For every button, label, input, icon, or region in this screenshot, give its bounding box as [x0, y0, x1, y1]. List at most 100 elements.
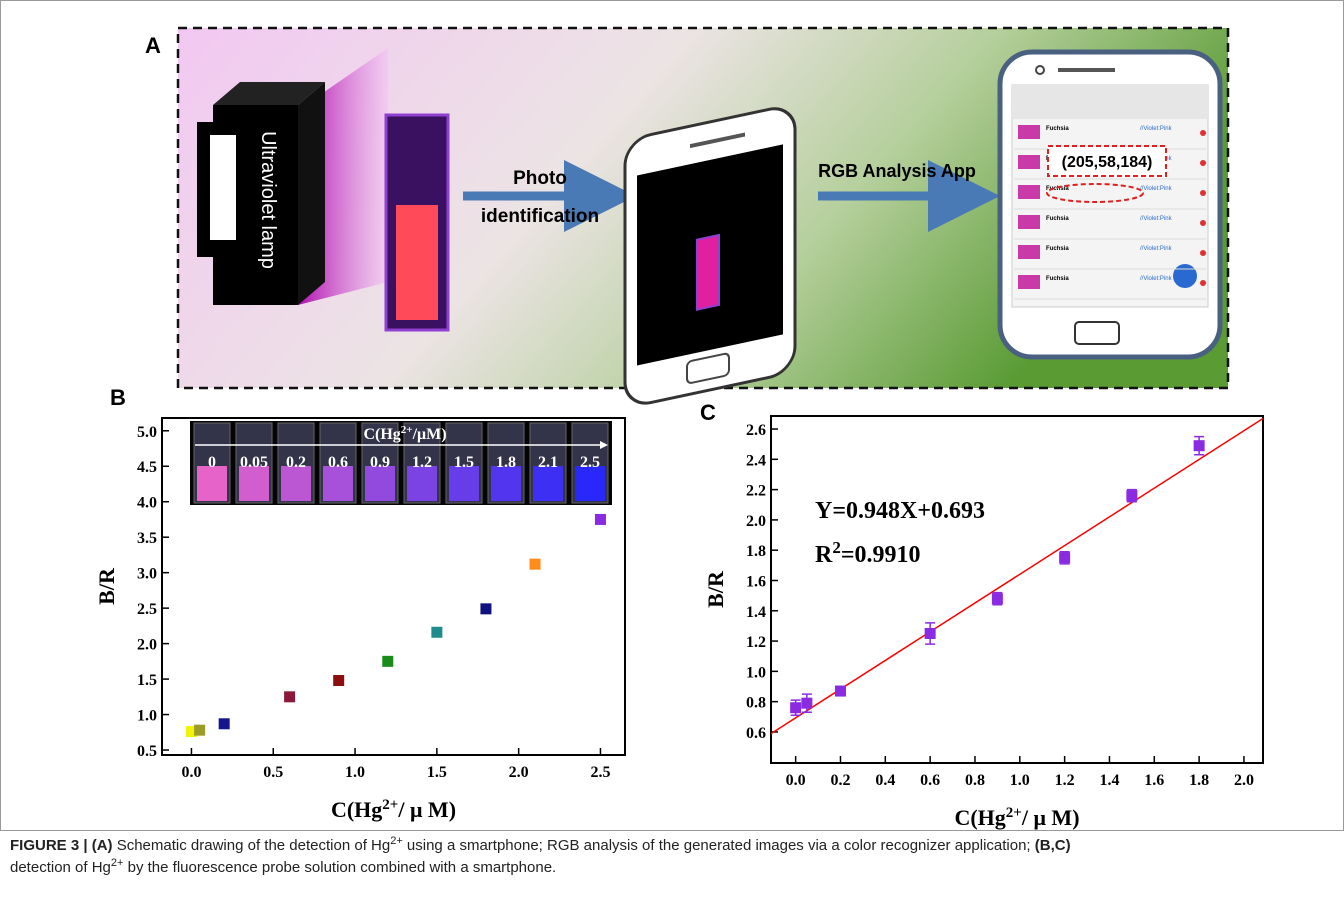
inset-title-part: C(Hg: [363, 426, 400, 443]
point: [382, 656, 393, 667]
point: [790, 702, 801, 713]
inset-label: 2.1: [538, 454, 558, 471]
caption-line-part: by the fluorescence probe solution combi…: [123, 859, 556, 876]
color-swatch: [1018, 215, 1040, 229]
highlight-text: (205,58,184): [1062, 154, 1153, 171]
point: [284, 691, 295, 702]
point: [333, 675, 344, 686]
color-swatch: [1018, 185, 1040, 199]
y-tick-label: 2.6: [746, 422, 766, 439]
vial-liquid: [365, 466, 395, 501]
row-tag: //Violet:Pink: [1140, 276, 1173, 282]
point: [835, 686, 846, 697]
inset-label: 2.5: [580, 454, 600, 471]
x-tick-label: 0.5: [263, 764, 283, 781]
point: [1126, 490, 1137, 501]
caption-line: FIGURE 3 | (A) Schematic drawing of the …: [10, 835, 1071, 854]
x-tick-label: 2.0: [509, 764, 529, 781]
x-axis-label-part: C(Hg: [954, 805, 1005, 830]
inset-label: 1.5: [454, 454, 474, 471]
caption-line-part: Schematic drawing of the detection of Hg: [113, 837, 391, 854]
row-tag: //Violet:Pink: [1140, 246, 1173, 252]
x-tick-label: 0.8: [965, 772, 985, 789]
y-tick-label: 3.0: [137, 566, 157, 583]
y-tick-label: 1.5: [137, 672, 157, 689]
y-tick-label: 1.6: [746, 573, 766, 590]
equation-part: =0.9910: [841, 542, 921, 568]
vial-liquid: [533, 466, 563, 501]
x-tick-label: 1.6: [1144, 772, 1164, 789]
x-axis-label-part: / μ M): [397, 797, 456, 822]
x-tick-label: 2.0: [1234, 772, 1254, 789]
figure: A Ultraviolet lamp Photo identification …: [0, 0, 1344, 901]
vial-liquid: [239, 466, 269, 501]
point: [1059, 552, 1070, 563]
caption-line-part: 2+: [111, 857, 124, 869]
x-tick-label: 0.6: [920, 772, 940, 789]
row-dot: [1200, 190, 1206, 196]
x-tick-label: 1.8: [1189, 772, 1209, 789]
point: [801, 698, 812, 709]
point: [992, 593, 1003, 604]
x-tick-label: 2.5: [590, 764, 610, 781]
y-tick-label: 4.5: [137, 459, 157, 476]
vial-liquid: [407, 466, 437, 501]
step-label: RGB Analysis App: [818, 161, 976, 181]
x-tick-label: 1.5: [427, 764, 447, 781]
lamp-label: Ultraviolet lamp: [257, 131, 279, 269]
caption-line-part: detection of Hg: [10, 859, 111, 876]
x-axis-label-part: C(Hg: [331, 797, 382, 822]
y-tick-label: 2.0: [137, 637, 157, 654]
row-dot: [1200, 130, 1206, 136]
x-axis-label: C(Hg2+/ μ M): [954, 805, 1079, 830]
x-tick-label: 1.0: [1010, 772, 1030, 789]
vial-liquid: [323, 466, 353, 501]
y-tick-label: 4.0: [137, 495, 157, 512]
app-phone: [1000, 52, 1220, 357]
row-dot: [1200, 280, 1206, 286]
y-tick-label: 5.0: [137, 424, 157, 441]
point: [194, 725, 205, 736]
color-swatch: [1018, 155, 1040, 169]
x-axis-label-part: 2+: [382, 797, 398, 813]
color-swatch: [1018, 275, 1040, 289]
step-label: Photo: [513, 168, 567, 189]
vial-liquid: [449, 466, 479, 501]
x-axis-label-part: / μ M): [1021, 805, 1080, 830]
row-name: Fuchsia: [1046, 246, 1069, 252]
y-tick-label: 1.0: [746, 664, 766, 681]
vial-liquid: [491, 466, 521, 501]
cuvette: [386, 115, 448, 330]
inset-label: 0.9: [370, 454, 390, 471]
x-axis-label: C(Hg2+/ μ M): [331, 797, 456, 822]
caption-line-part: using a smartphone; RGB analysis of the …: [403, 837, 1035, 854]
equation-part: R: [815, 542, 833, 568]
point: [431, 627, 442, 638]
row-tag: //Violet:Pink: [1140, 216, 1173, 222]
inset-label: 0.05: [240, 454, 268, 471]
inset-label: 1.2: [412, 454, 432, 471]
point: [925, 628, 936, 639]
row-dot: [1200, 160, 1206, 166]
vial-liquid: [197, 466, 227, 501]
inset-title-part: 2+: [401, 424, 413, 436]
step-label: identification: [481, 206, 599, 227]
y-tick-label: 1.0: [137, 708, 157, 725]
y-tick-label: 2.5: [137, 601, 157, 618]
y-tick-label: 2.0: [746, 513, 766, 530]
y-tick-label: 2.2: [746, 483, 766, 500]
y-tick-label: 0.8: [746, 695, 766, 712]
panel-label: C: [700, 400, 716, 425]
inset-label: 1.8: [496, 454, 516, 471]
row-dot: [1200, 220, 1206, 226]
panel-label: B: [110, 385, 126, 410]
y-tick-label: 0.5: [137, 743, 157, 760]
inset-title-part: /μM): [412, 426, 447, 443]
y-axis-label: B/R: [703, 570, 728, 608]
plot-frame: [771, 416, 1263, 763]
x-tick-label: 0.2: [830, 772, 850, 789]
row-dot: [1200, 250, 1206, 256]
y-tick-label: 2.4: [746, 452, 766, 469]
point: [480, 603, 491, 614]
x-tick-label: 0.4: [875, 772, 895, 789]
